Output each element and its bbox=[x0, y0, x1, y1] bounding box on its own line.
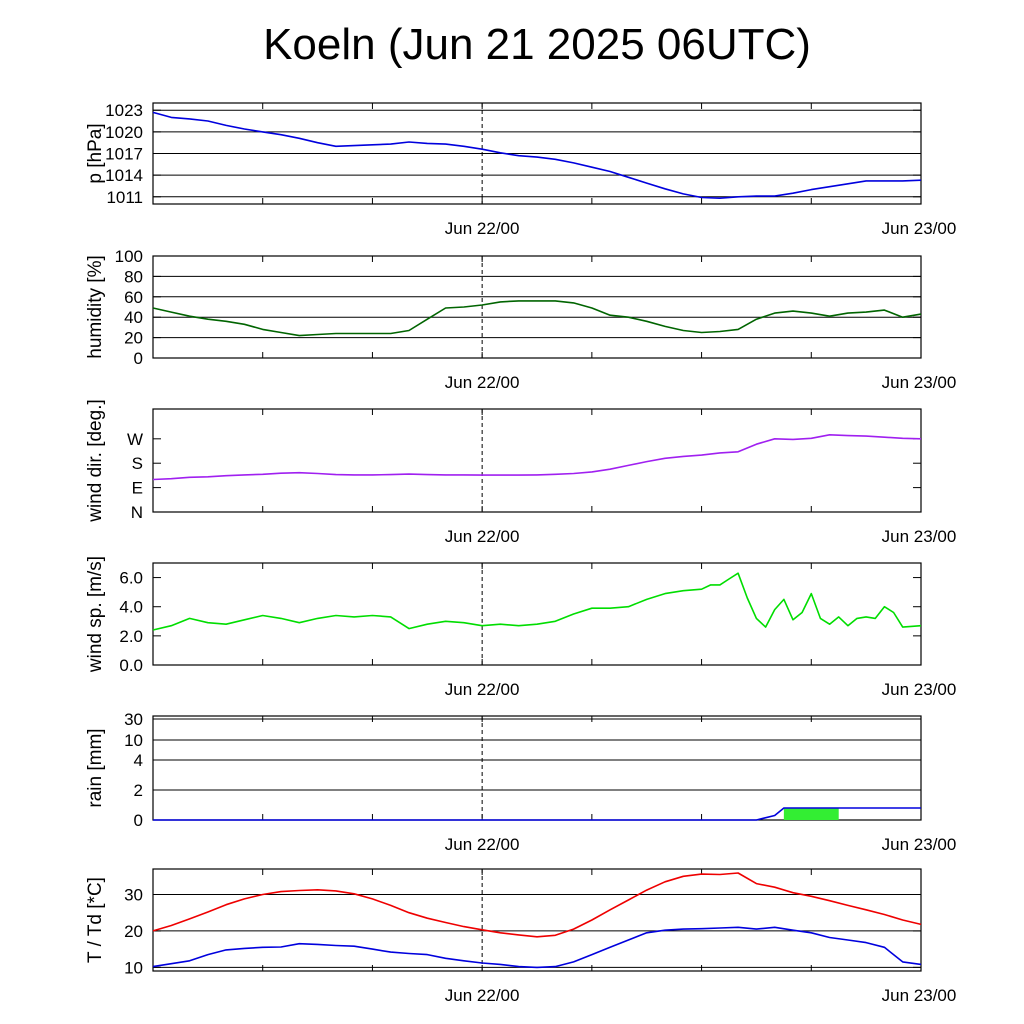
humidity-ytick-label: 80 bbox=[124, 267, 143, 286]
rain-ytick-label: 0 bbox=[134, 811, 143, 830]
pressure-ytick-label: 1017 bbox=[105, 145, 143, 164]
wind_speed-series-line-0 bbox=[152, 572, 922, 631]
rain-xtick-label: Jun 23/00 bbox=[882, 835, 957, 854]
rain-xtick-label: Jun 22/00 bbox=[445, 835, 520, 854]
rain-axis-label: rain [mm] bbox=[85, 728, 106, 807]
humidity-ytick-label: 100 bbox=[115, 247, 143, 266]
temperature-xtick-label: Jun 22/00 bbox=[445, 986, 520, 1005]
wind_direction-ytick-label: S bbox=[132, 454, 143, 473]
pressure-ytick-label: 1014 bbox=[105, 166, 143, 185]
rain-ytick-label: 30 bbox=[124, 710, 143, 729]
temperature-axis-label: T / Td [*C] bbox=[85, 877, 106, 963]
rain-plot-frame bbox=[152, 715, 922, 821]
rain-bar bbox=[783, 808, 839, 820]
wind_direction-ytick-label: W bbox=[127, 430, 143, 449]
wind_direction-xtick-label: Jun 23/00 bbox=[882, 527, 957, 546]
pressure-series-line-0 bbox=[152, 111, 922, 199]
wind_direction-ytick-label: E bbox=[132, 479, 143, 498]
rain-ytick-label: 4 bbox=[134, 751, 143, 770]
humidity-ytick-label: 60 bbox=[124, 288, 143, 307]
rain-ytick-label: 2 bbox=[134, 781, 143, 800]
temperature-ytick-label: 10 bbox=[124, 958, 143, 977]
wind_direction-series-line-0 bbox=[152, 433, 922, 481]
pressure-axis-label: p [hPa] bbox=[85, 123, 106, 183]
wind_speed-xtick-label: Jun 23/00 bbox=[882, 680, 957, 699]
temperature-series-line-0 bbox=[152, 872, 922, 938]
chart-title: Koeln (Jun 21 2025 06UTC) bbox=[263, 20, 811, 69]
wind_speed-xtick-label: Jun 22/00 bbox=[445, 680, 520, 699]
wind_speed-axis-label: wind sp. [m/s] bbox=[85, 556, 106, 673]
humidity-ytick-label: 40 bbox=[124, 308, 143, 327]
wind_speed-ytick-label: 2.0 bbox=[119, 627, 143, 646]
temperature-plot-frame bbox=[152, 868, 922, 972]
wind_direction-xtick-label: Jun 22/00 bbox=[445, 527, 520, 546]
wind_direction-ytick-label: N bbox=[131, 503, 143, 522]
pressure-ytick-label: 1011 bbox=[106, 188, 143, 207]
wind_speed-ytick-label: 6.0 bbox=[119, 569, 143, 588]
humidity-ytick-label: 20 bbox=[124, 329, 143, 348]
temperature-ytick-label: 20 bbox=[124, 922, 143, 941]
wind_speed-ytick-label: 4.0 bbox=[119, 598, 143, 617]
pressure-ytick-label: 1020 bbox=[105, 123, 143, 142]
humidity-axis-label: humidity [%] bbox=[85, 255, 106, 358]
humidity-xtick-label: Jun 23/00 bbox=[882, 373, 957, 392]
pressure-xtick-label: Jun 22/00 bbox=[445, 219, 520, 238]
humidity-plot-frame bbox=[152, 255, 922, 359]
humidity-xtick-label: Jun 22/00 bbox=[445, 373, 520, 392]
temperature-xtick-label: Jun 23/00 bbox=[882, 986, 957, 1005]
humidity-ytick-label: 0 bbox=[134, 349, 143, 368]
wind_speed-ytick-label: 0.0 bbox=[119, 656, 143, 675]
temperature-ytick-label: 30 bbox=[124, 886, 143, 905]
wind_speed-plot-frame bbox=[152, 562, 922, 666]
pressure-xtick-label: Jun 23/00 bbox=[882, 219, 957, 238]
wind_direction-plot-frame bbox=[152, 408, 922, 513]
humidity-series-line-0 bbox=[152, 300, 922, 337]
rain-series-line-0 bbox=[153, 807, 921, 821]
temperature-series-line-1 bbox=[152, 926, 922, 969]
wind_direction-axis-label: wind dir. [deg.] bbox=[85, 399, 106, 523]
pressure-ytick-label: 1023 bbox=[105, 101, 143, 120]
rain-ytick-label: 10 bbox=[124, 731, 143, 750]
